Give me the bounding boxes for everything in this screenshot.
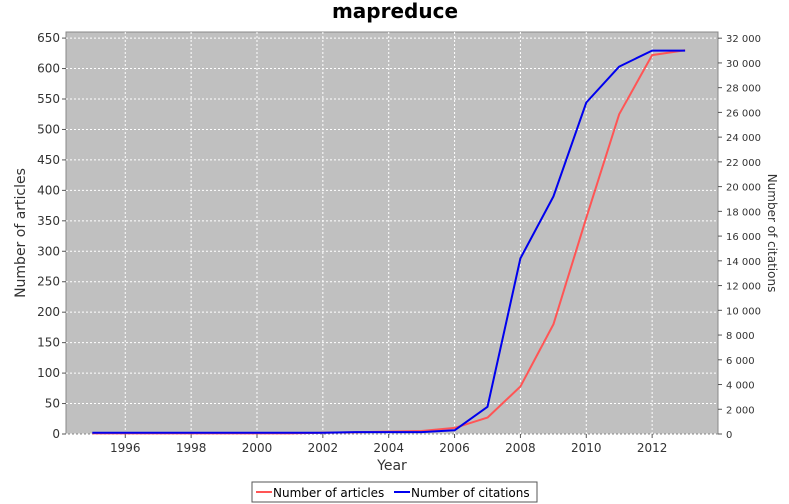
left-axis: 0 50 100 150 200 250 300 350 400 450 500 550 600 650 <box>37 31 66 441</box>
x-tick-label: 2012 <box>637 441 668 455</box>
grid <box>66 32 718 435</box>
x-axis: 1996 1998 2000 2002 2004 2006 2008 2010 2012 <box>110 434 667 455</box>
left-tick-label: 650 <box>37 31 60 45</box>
x-tick-label: 2006 <box>439 441 470 455</box>
right-tick-label: 14 000 <box>726 257 761 268</box>
right-tick-label: 12 000 <box>726 282 761 293</box>
right-tick-label: 2 000 <box>726 405 755 416</box>
right-tick-label: 0 <box>726 430 732 441</box>
chart-title: mapreduce <box>332 0 458 23</box>
right-tick-label: 26 000 <box>726 108 761 119</box>
series-line-citations <box>92 49 686 434</box>
x-tick-label: 1998 <box>176 441 207 455</box>
right-tick-label: 28 000 <box>726 84 761 95</box>
left-tick-label: 300 <box>37 244 60 258</box>
right-axis: 0 2 000 4 000 6 000 8 000 10 000 12 000 14 000 1… <box>718 34 761 441</box>
left-tick-label: 500 <box>37 122 60 136</box>
left-tick-label: 350 <box>37 214 60 228</box>
y2-axis-label: Number of citations <box>765 174 779 293</box>
x-tick-label: 1996 <box>110 441 141 455</box>
right-tick-label: 4 000 <box>726 381 755 392</box>
right-tick-label: 10 000 <box>726 306 761 317</box>
right-tick-label: 24 000 <box>726 133 761 144</box>
left-tick-label: 0 <box>52 427 60 441</box>
right-tick-label: 20 000 <box>726 183 761 194</box>
legend: Number of articles Number of citations <box>251 481 538 503</box>
legend-label-citations: Number of citations <box>411 486 530 500</box>
legend-label-articles: Number of articles <box>273 486 384 500</box>
x-tick-label: 2010 <box>571 441 602 455</box>
right-tick-label: 8 000 <box>726 331 755 342</box>
left-tick-label: 50 <box>45 397 60 411</box>
series-lines <box>92 49 686 435</box>
left-tick-label: 450 <box>37 153 60 167</box>
right-tick-label: 16 000 <box>726 232 761 243</box>
left-tick-label: 250 <box>37 275 60 289</box>
left-tick-label: 100 <box>37 366 60 380</box>
x-tick-label: 2002 <box>308 441 339 455</box>
left-tick-label: 600 <box>37 62 60 76</box>
y-axis-label: Number of articles <box>13 168 29 298</box>
x-tick-label: 2000 <box>242 441 273 455</box>
right-tick-label: 6 000 <box>726 356 755 367</box>
right-tick-label: 22 000 <box>726 158 761 169</box>
right-tick-label: 32 000 <box>726 34 761 45</box>
left-tick-label: 200 <box>37 305 60 319</box>
x-tick-label: 2008 <box>505 441 536 455</box>
left-tick-label: 550 <box>37 92 60 106</box>
x-tick-label: 2004 <box>373 441 404 455</box>
right-tick-label: 18 000 <box>726 207 761 218</box>
left-tick-label: 150 <box>37 336 60 350</box>
right-tick-label: 30 000 <box>726 59 761 70</box>
left-tick-label: 400 <box>37 183 60 197</box>
x-axis-label: Year <box>376 458 407 474</box>
plot-area <box>65 31 719 435</box>
